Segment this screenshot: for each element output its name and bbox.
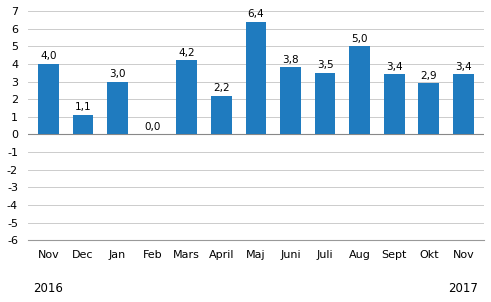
Text: 2,9: 2,9 xyxy=(420,71,437,81)
Text: 2017: 2017 xyxy=(448,282,478,295)
Bar xyxy=(280,67,301,134)
Bar xyxy=(73,115,93,134)
Text: 3,5: 3,5 xyxy=(317,60,333,70)
Bar xyxy=(246,21,266,134)
Text: 3,4: 3,4 xyxy=(455,62,472,72)
Bar xyxy=(349,46,370,134)
Text: 2016: 2016 xyxy=(33,282,63,295)
Text: 1,1: 1,1 xyxy=(75,102,91,112)
Bar xyxy=(211,96,232,134)
Text: 2,2: 2,2 xyxy=(213,83,230,93)
Bar xyxy=(108,82,128,134)
Bar xyxy=(315,73,335,134)
Text: 3,8: 3,8 xyxy=(282,55,299,65)
Text: 6,4: 6,4 xyxy=(247,9,264,19)
Bar xyxy=(176,60,197,134)
Text: 0,0: 0,0 xyxy=(144,122,161,132)
Bar xyxy=(418,83,439,134)
Text: 4,0: 4,0 xyxy=(40,51,57,61)
Bar xyxy=(384,75,405,134)
Bar xyxy=(453,75,474,134)
Bar xyxy=(38,64,59,134)
Text: 3,4: 3,4 xyxy=(386,62,403,72)
Text: 4,2: 4,2 xyxy=(179,48,195,58)
Text: 3,0: 3,0 xyxy=(109,69,126,79)
Text: 5,0: 5,0 xyxy=(352,34,368,43)
